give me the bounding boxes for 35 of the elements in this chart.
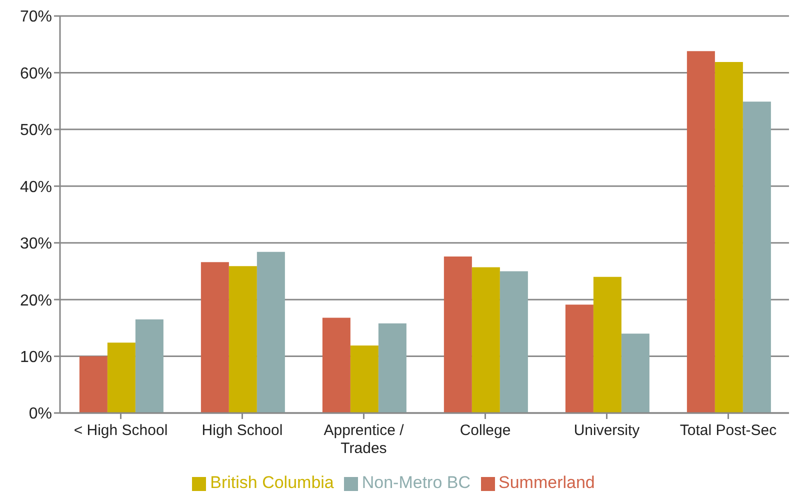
x-tick-label: Total Post-Sec <box>680 422 778 439</box>
bar <box>79 356 108 413</box>
y-tick-label: 20% <box>20 292 52 310</box>
y-tick-label: 30% <box>20 236 52 253</box>
bar <box>686 51 715 413</box>
bar <box>135 319 164 413</box>
bar <box>593 276 622 413</box>
bar <box>621 334 650 413</box>
bar <box>500 271 528 413</box>
legend-label: Summerland <box>498 473 595 492</box>
bar <box>200 262 229 413</box>
x-tick-label: < High School <box>74 422 168 439</box>
bar <box>350 346 378 413</box>
bar <box>714 62 743 413</box>
bar <box>444 256 472 413</box>
bar <box>742 102 771 413</box>
y-tick-label: 60% <box>20 65 52 82</box>
bar <box>322 318 350 413</box>
bar <box>107 342 136 413</box>
x-tick-label: College <box>460 422 511 439</box>
y-tick-label: 0% <box>28 406 52 423</box>
y-tick-label: 40% <box>20 178 52 196</box>
y-tick-label: 10% <box>20 348 52 366</box>
x-tick-label: University <box>574 422 640 439</box>
bar <box>472 267 500 413</box>
x-tick-label: Apprentice / Trades <box>324 422 405 457</box>
bar <box>228 266 257 413</box>
y-tick-label: 50% <box>20 122 52 140</box>
x-tick-label: High School <box>202 422 283 439</box>
bar <box>565 304 594 413</box>
legend-label: British Columbia <box>210 473 334 492</box>
legend-label: Non-Metro BC <box>362 473 471 492</box>
y-tick-label: 70% <box>20 8 52 26</box>
bar <box>378 323 406 413</box>
bar <box>256 252 285 413</box>
